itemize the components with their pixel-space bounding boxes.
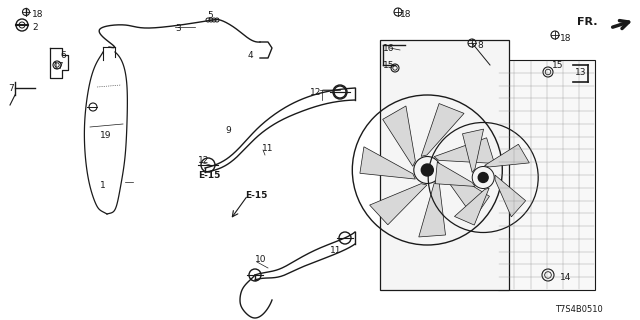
Polygon shape [434, 138, 495, 164]
Text: E-15: E-15 [245, 190, 268, 199]
Bar [499, 60, 595, 290]
Circle shape [478, 172, 488, 182]
Text: 12: 12 [198, 156, 209, 164]
Text: 15: 15 [552, 60, 563, 69]
Text: 18: 18 [560, 34, 572, 43]
Text: 3: 3 [175, 23, 180, 33]
Text: 5: 5 [207, 11, 212, 20]
Polygon shape [484, 144, 529, 167]
Text: 18: 18 [32, 10, 44, 19]
Polygon shape [442, 167, 490, 219]
Bar [380, 40, 509, 290]
Text: 12: 12 [310, 87, 321, 97]
Polygon shape [370, 184, 427, 225]
Polygon shape [495, 175, 525, 217]
Polygon shape [454, 188, 489, 225]
Text: 17: 17 [53, 61, 65, 70]
Text: 10: 10 [255, 255, 266, 265]
Text: 19: 19 [100, 131, 111, 140]
Polygon shape [463, 129, 484, 172]
Text: E-15: E-15 [198, 171, 220, 180]
Polygon shape [421, 104, 464, 156]
Text: 14: 14 [560, 274, 572, 283]
Text: 9: 9 [225, 125, 231, 134]
Text: 15: 15 [383, 60, 394, 69]
Text: 11: 11 [262, 143, 273, 153]
Polygon shape [360, 147, 415, 179]
Text: FR.: FR. [577, 17, 598, 27]
Text: 6: 6 [60, 51, 66, 60]
Text: 16: 16 [383, 44, 394, 52]
Text: 1: 1 [100, 180, 106, 189]
Text: 7: 7 [8, 84, 13, 92]
Text: 4: 4 [248, 51, 253, 60]
Circle shape [421, 164, 433, 176]
Text: 2: 2 [32, 22, 38, 31]
Polygon shape [419, 180, 445, 237]
Polygon shape [383, 106, 415, 166]
Text: T7S4B0510: T7S4B0510 [555, 306, 603, 315]
Text: 11: 11 [330, 245, 342, 254]
Text: 13: 13 [575, 68, 586, 76]
Polygon shape [435, 162, 475, 187]
Text: 8: 8 [477, 41, 483, 50]
Text: 18: 18 [400, 10, 412, 19]
